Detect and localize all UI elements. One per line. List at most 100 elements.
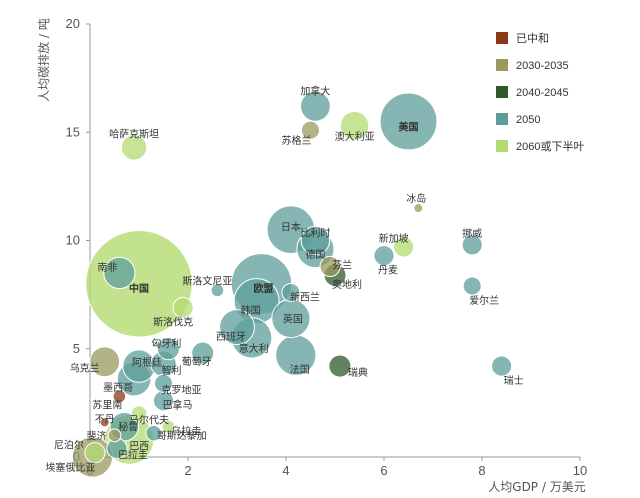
point-label: 克罗地亚 bbox=[162, 383, 202, 396]
bubble-point bbox=[99, 417, 110, 428]
point-label: 澳大利亚 bbox=[335, 130, 375, 143]
point-label: 乌拉圭 bbox=[171, 425, 201, 438]
point-label: 乌克兰 bbox=[70, 362, 100, 375]
point-label: 新加坡 bbox=[379, 232, 409, 245]
point-label: 秘鲁 bbox=[118, 421, 138, 434]
point-label: 爱尔兰 bbox=[469, 294, 499, 307]
legend-swatch bbox=[496, 140, 508, 152]
point-label: 匈牙利 bbox=[151, 337, 181, 350]
bubble-point bbox=[84, 442, 106, 464]
bubble-point bbox=[319, 255, 341, 278]
bubble-point bbox=[107, 428, 122, 443]
axes: 人均碳排放 / 吨 人均GDP / 万美元 024681005101520 bbox=[36, 16, 587, 494]
point-label: 瑞典 bbox=[348, 366, 368, 379]
point-label: 欧盟 bbox=[254, 282, 274, 295]
point-label: 智利 bbox=[162, 364, 182, 377]
bubble-point bbox=[154, 373, 173, 393]
point-label: 斐济 bbox=[87, 429, 107, 442]
point-label: 苏格兰 bbox=[282, 134, 312, 147]
bubble-point bbox=[210, 283, 225, 298]
bubble-point bbox=[462, 276, 482, 296]
x-tick-label: 4 bbox=[282, 463, 289, 478]
x-axis-title: 人均GDP / 万美元 bbox=[488, 480, 585, 494]
bubble-point bbox=[112, 389, 127, 404]
bubble-point bbox=[145, 424, 162, 442]
bubble-point bbox=[299, 90, 331, 122]
point-label: 阿根廷 bbox=[132, 356, 162, 369]
point-label: 葡萄牙 bbox=[182, 355, 212, 368]
point-label: 斯洛伐克 bbox=[153, 316, 193, 329]
point-label: 冰岛 bbox=[406, 192, 426, 205]
point-label: 苏里南 bbox=[92, 398, 122, 411]
x-tick-label: 8 bbox=[478, 463, 485, 478]
legend-label: 2030-2035 bbox=[516, 60, 569, 72]
legend-label: 2060或下半叶 bbox=[516, 139, 584, 153]
legend-swatch bbox=[496, 86, 508, 98]
legend-label: 2040-2045 bbox=[516, 87, 569, 99]
point-label: 巴拿马 bbox=[163, 399, 193, 412]
legend-swatch bbox=[496, 32, 508, 44]
bubble-point bbox=[172, 297, 194, 319]
point-label: 加拿大 bbox=[300, 84, 330, 97]
bubble-point bbox=[130, 405, 148, 422]
point-label: 哈萨克斯坦 bbox=[109, 127, 159, 140]
bubble-point bbox=[301, 120, 320, 140]
bubble-point bbox=[281, 282, 301, 302]
bubble-point bbox=[89, 346, 121, 378]
point-label: 意大利 bbox=[239, 342, 269, 355]
y-tick-label: 20 bbox=[66, 16, 80, 31]
point-label: 埃塞俄比亚 bbox=[45, 461, 95, 474]
bubble-point bbox=[461, 234, 483, 256]
legend-label: 已中和 bbox=[516, 32, 549, 45]
y-axis-title: 人均碳排放 / 吨 bbox=[36, 18, 51, 102]
point-label: 德国 bbox=[305, 248, 325, 261]
y-tick-label: 10 bbox=[66, 233, 80, 248]
bubble-point bbox=[156, 337, 180, 361]
bubble-point bbox=[413, 203, 424, 214]
bubble-point bbox=[379, 92, 438, 151]
bubble-point bbox=[103, 256, 136, 290]
x-tick-label: 10 bbox=[573, 463, 587, 478]
bubble-point bbox=[373, 245, 395, 267]
point-label: 巴西 bbox=[129, 441, 149, 453]
legend: 已中和 2030-2035 2040-2045 2050 2060或下半叶 bbox=[496, 32, 584, 153]
point-label: 丹麦 bbox=[378, 265, 398, 277]
bubble-point bbox=[491, 355, 513, 377]
point-label: 新西兰 bbox=[290, 290, 320, 303]
point-label: 法国 bbox=[290, 363, 310, 376]
point-label: 马尔代夫 bbox=[129, 414, 169, 427]
x-tick-label: 2 bbox=[184, 463, 191, 478]
y-tick-label: 5 bbox=[73, 341, 80, 356]
bubble-point bbox=[339, 111, 370, 141]
point-label: 瑞士 bbox=[504, 374, 524, 387]
bubble-point bbox=[219, 309, 255, 346]
point-label: 芬兰 bbox=[332, 258, 352, 271]
point-label: 美国 bbox=[399, 120, 419, 133]
bubble-point bbox=[161, 419, 176, 434]
point-label: 日本 bbox=[281, 221, 301, 234]
legend-swatch bbox=[496, 113, 508, 125]
point-label: 比利时 bbox=[300, 228, 330, 240]
point-label: 中国 bbox=[129, 282, 149, 295]
y-tick-label: 15 bbox=[66, 124, 80, 139]
point-label: 西班牙 bbox=[216, 331, 246, 343]
point-label: 韩国 bbox=[241, 304, 261, 317]
point-label: 南非 bbox=[97, 261, 117, 274]
point-label: 英国 bbox=[283, 312, 303, 325]
bubble-point bbox=[120, 134, 148, 161]
point-label: 墨西哥 bbox=[103, 382, 133, 394]
bubble-point bbox=[191, 341, 215, 365]
point-label: 挪威 bbox=[462, 227, 482, 240]
bubble-point bbox=[328, 354, 352, 378]
point-label: 巴拉圭 bbox=[118, 448, 148, 461]
point-label: 尼泊尔 bbox=[54, 439, 84, 452]
point-label: 斯洛文尼亚 bbox=[182, 274, 232, 287]
x-tick-label: 6 bbox=[380, 463, 387, 478]
bubble-point bbox=[300, 225, 331, 256]
bubble-point bbox=[85, 230, 193, 338]
point-label: 不丹 bbox=[95, 413, 115, 425]
bubbles-layer bbox=[71, 90, 513, 478]
legend-swatch bbox=[496, 59, 508, 71]
